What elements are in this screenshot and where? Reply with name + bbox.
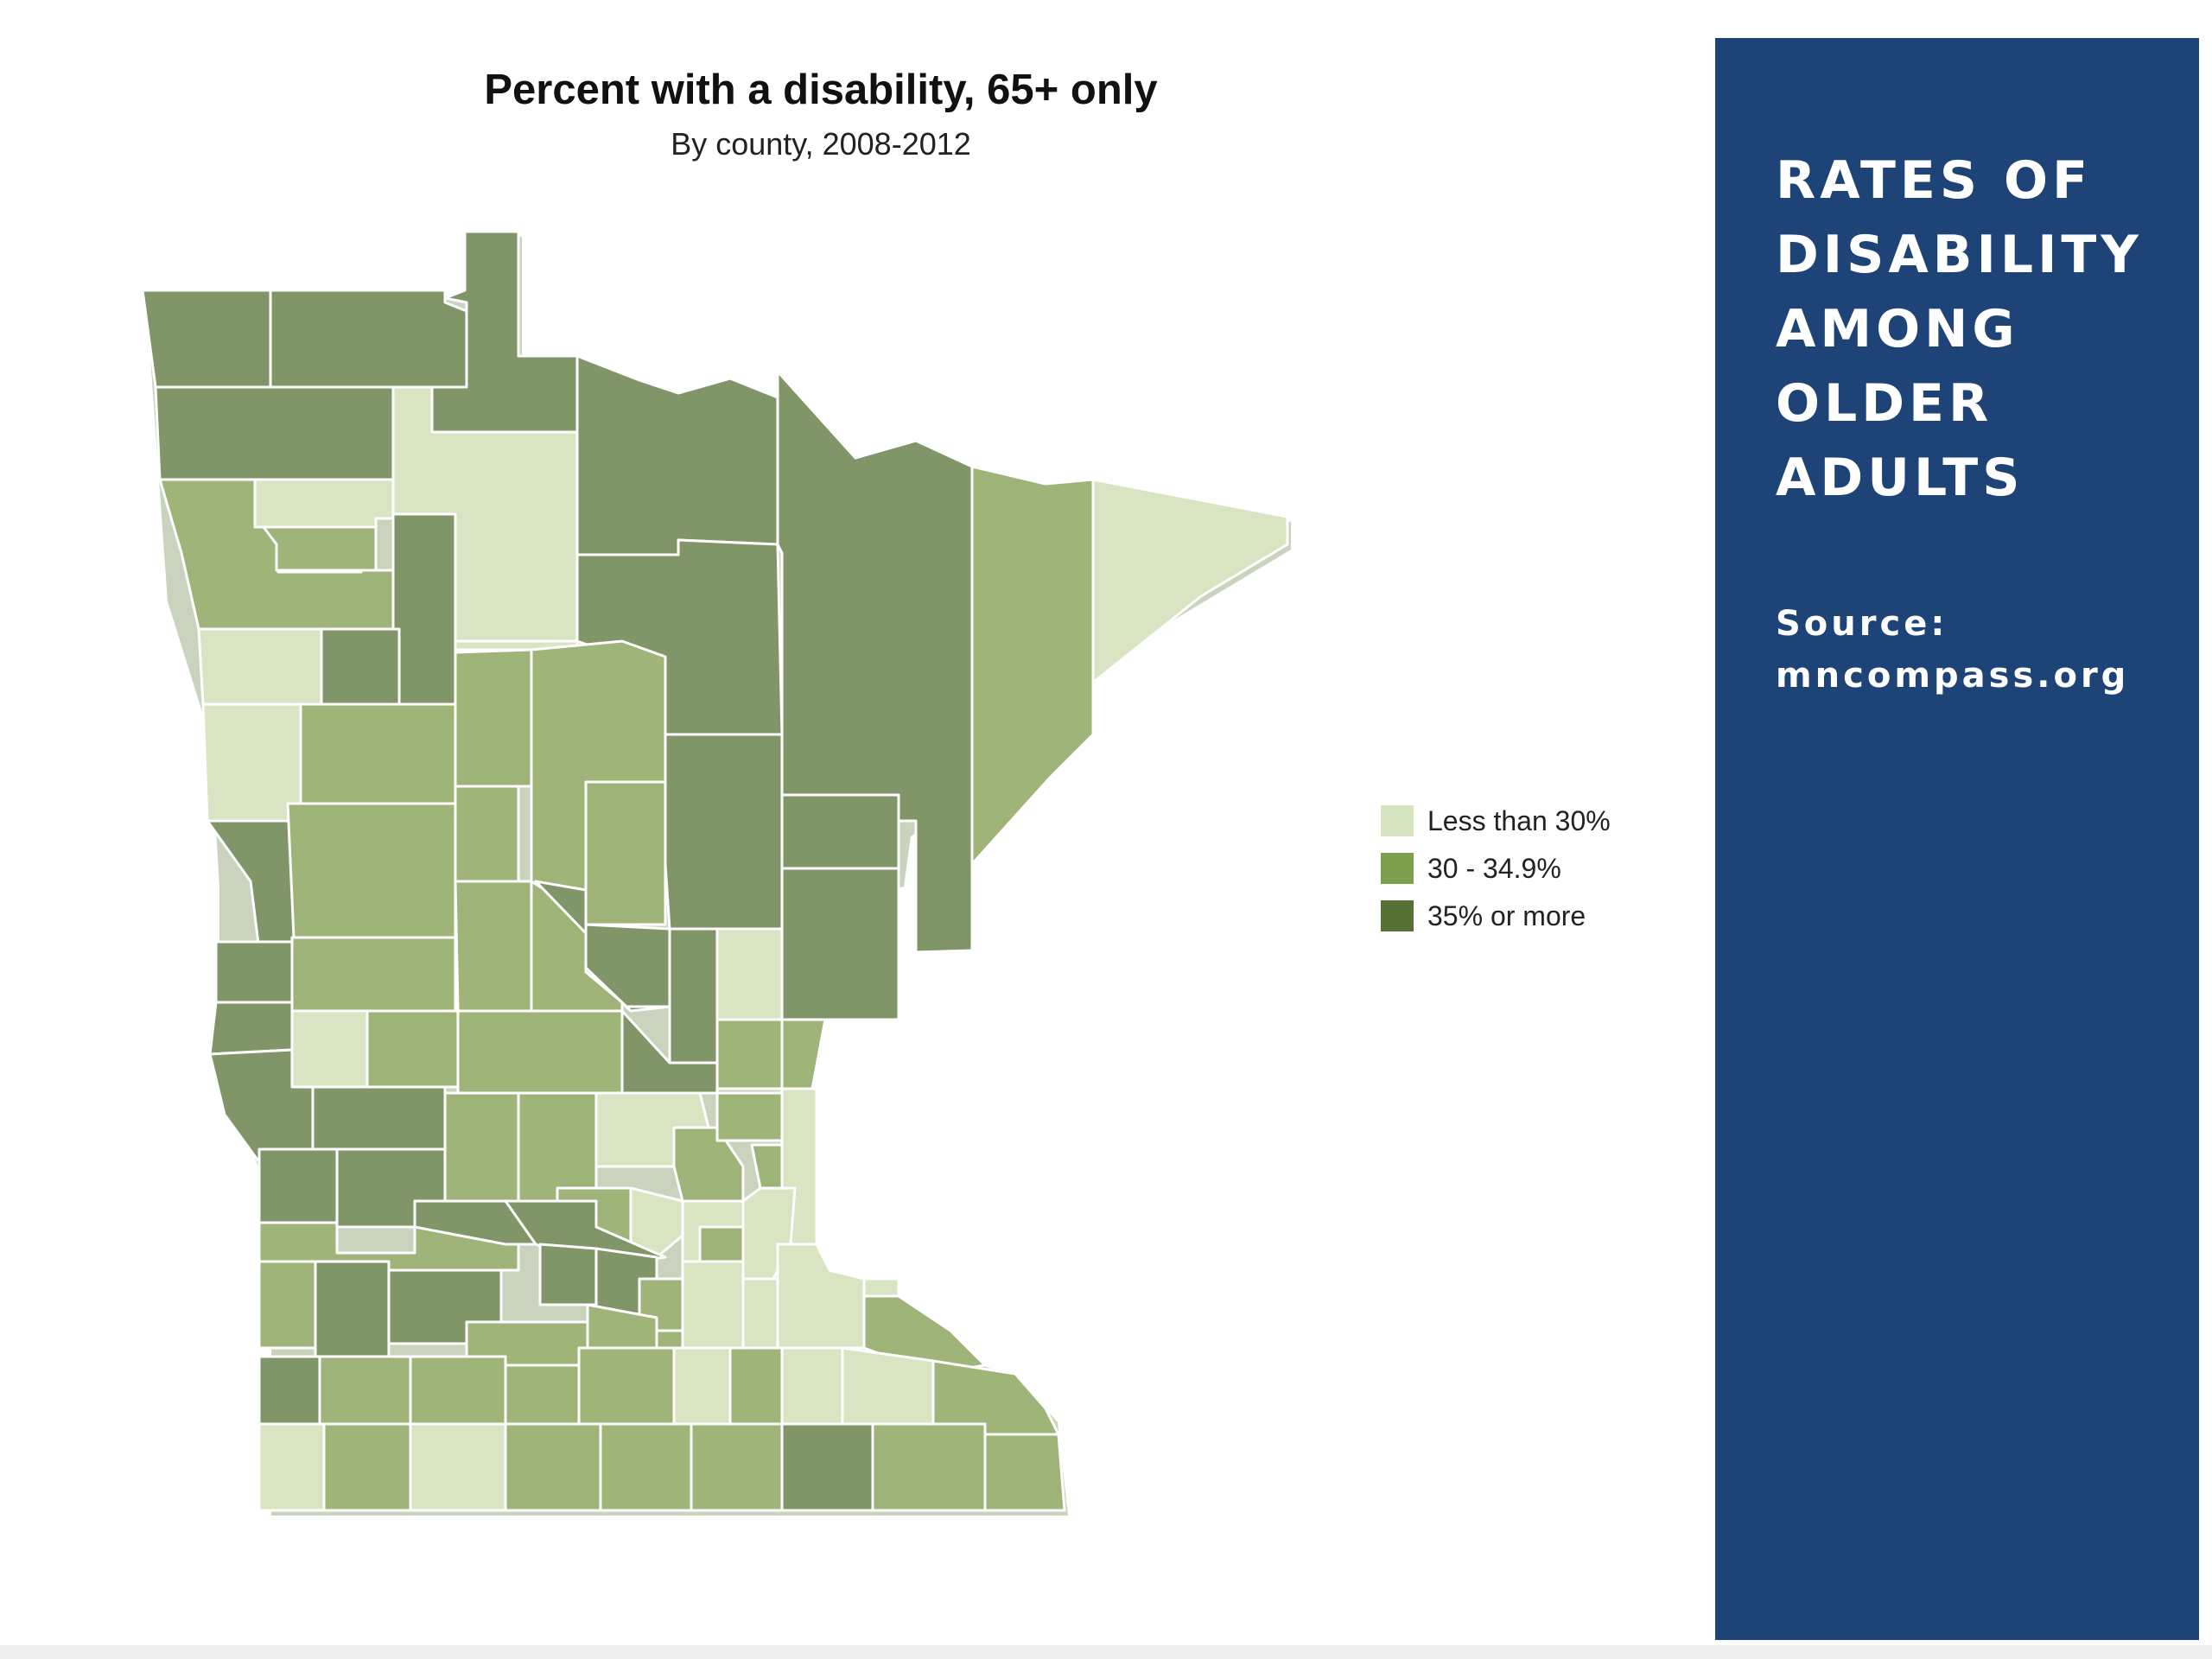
county (690, 1422, 784, 1512)
county (454, 785, 520, 883)
county (504, 1422, 602, 1512)
county (538, 1243, 598, 1306)
county (365, 1009, 460, 1089)
county (214, 940, 294, 1004)
county (314, 1260, 391, 1358)
county (741, 1277, 779, 1350)
source-link[interactable]: mncompass.org (1776, 656, 2130, 696)
county (299, 702, 457, 805)
county (409, 1355, 507, 1426)
county (780, 793, 900, 870)
source-label: Source: (1776, 604, 1948, 644)
county-map (141, 230, 1291, 1516)
county (931, 1359, 1060, 1436)
legend-label: 30 - 34.9% (1427, 852, 1561, 884)
county (504, 1363, 581, 1426)
county (257, 1355, 321, 1426)
county (780, 1422, 874, 1512)
legend-label: Less than 30% (1427, 804, 1611, 836)
panel-title-line: OLDER (1776, 373, 1993, 434)
bottom-strip (0, 1645, 2212, 1659)
county (456, 1009, 624, 1095)
county (517, 1091, 598, 1203)
county (715, 927, 784, 1021)
county (780, 867, 900, 1021)
county (1091, 478, 1289, 684)
county (715, 1091, 784, 1142)
county (141, 289, 272, 389)
county (584, 923, 671, 1008)
county (197, 627, 323, 706)
county (322, 1422, 412, 1512)
county (584, 780, 667, 926)
county (409, 1422, 507, 1512)
county (311, 1085, 447, 1151)
county (391, 512, 457, 706)
county (728, 1346, 784, 1426)
map-title: Percent with a disability, 65+ only (484, 67, 1158, 113)
county (257, 1147, 339, 1224)
side-panel: RATES OF DISABILITY AMONG OLDER ADULTS S… (1715, 38, 2199, 1640)
county (577, 1346, 676, 1426)
legend-swatch (1381, 853, 1414, 884)
legend-item: Less than 30% (1381, 804, 1611, 838)
county (668, 927, 719, 1065)
county (269, 289, 468, 389)
county (262, 525, 378, 572)
county (290, 936, 457, 1013)
map-legend: Less than 30% 30 - 34.9% 35% or more (1381, 804, 1611, 946)
panel-title-line: ADULTS (1776, 448, 2024, 508)
county (672, 1346, 732, 1426)
county (575, 354, 779, 556)
panel-title-line: AMONG (1776, 299, 2019, 359)
county (454, 648, 533, 788)
county (841, 1346, 935, 1426)
county (681, 1260, 745, 1350)
counties (141, 230, 1289, 1512)
county (983, 1433, 1066, 1512)
county (286, 802, 457, 939)
panel-title-line: DISABILITY (1776, 225, 2143, 285)
legend-swatch (1381, 900, 1414, 931)
panel-title-line: RATES OF (1776, 150, 2092, 211)
county (454, 880, 533, 1013)
legend-swatch (1381, 805, 1414, 836)
panel-source: Source: mncompass.org (1776, 598, 2190, 702)
legend-item: 35% or more (1381, 899, 1611, 933)
county (599, 1422, 693, 1512)
county (154, 385, 395, 481)
panel-title: RATES OF DISABILITY AMONG OLDER ADULTS (1776, 143, 2182, 515)
legend-item: 30 - 34.9% (1381, 851, 1611, 886)
county (257, 1260, 317, 1350)
county (257, 1422, 326, 1512)
county (871, 1422, 987, 1512)
county (780, 1346, 844, 1426)
county (664, 733, 784, 931)
county (201, 702, 302, 823)
county (290, 1009, 369, 1089)
legend-label: 35% or more (1427, 899, 1586, 931)
county (318, 1355, 412, 1426)
county (715, 1018, 784, 1090)
county (208, 1001, 294, 1056)
map-subtitle: By county, 2008-2012 (671, 126, 971, 162)
county (970, 465, 1095, 866)
county (320, 627, 401, 706)
county (655, 1329, 684, 1350)
county (776, 1243, 866, 1350)
county (780, 1018, 827, 1090)
county (443, 1091, 520, 1203)
